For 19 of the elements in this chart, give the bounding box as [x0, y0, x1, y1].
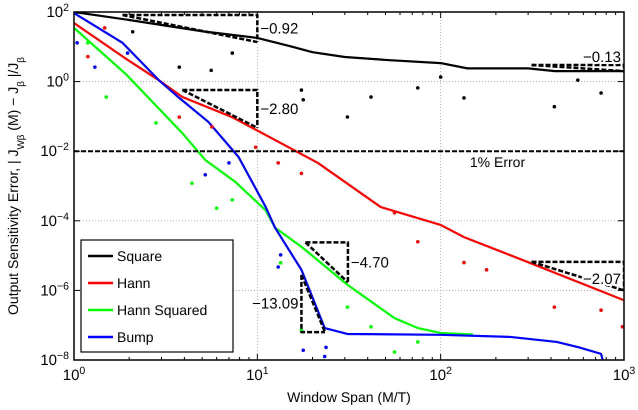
x-axis-title: Window Span (M/T) — [287, 389, 411, 405]
legend-label: Square — [117, 248, 162, 264]
legend-label: Bump — [117, 329, 154, 345]
x-tick-label: 10$^{2}$ — [429, 365, 452, 384]
ref-line-label: 1% Error — [470, 154, 526, 170]
annotation: −0.13 — [583, 48, 621, 66]
x-tick-label: 10$^{3}$ — [612, 365, 636, 384]
y-tick-label: 10$^{2}$ — [46, 2, 70, 21]
y-tick-label: 10$^{−4}$ — [40, 210, 70, 230]
y-tick-label: 10$^{0}$ — [46, 72, 70, 91]
legend-label: Hann — [117, 275, 150, 291]
annotation: −2.80 — [260, 100, 298, 118]
annotation: −13.09 — [252, 296, 298, 313]
legend-label: Hann Squared — [117, 302, 208, 318]
y-tick-label: 10$^{−2}$ — [40, 141, 70, 160]
annotation: −0.92 — [260, 20, 298, 38]
x-tick-label: 10$^{1}$ — [246, 365, 269, 384]
annotation: −4.70 — [350, 254, 389, 272]
y-tick-label: 10$^{−6}$ — [40, 280, 70, 300]
